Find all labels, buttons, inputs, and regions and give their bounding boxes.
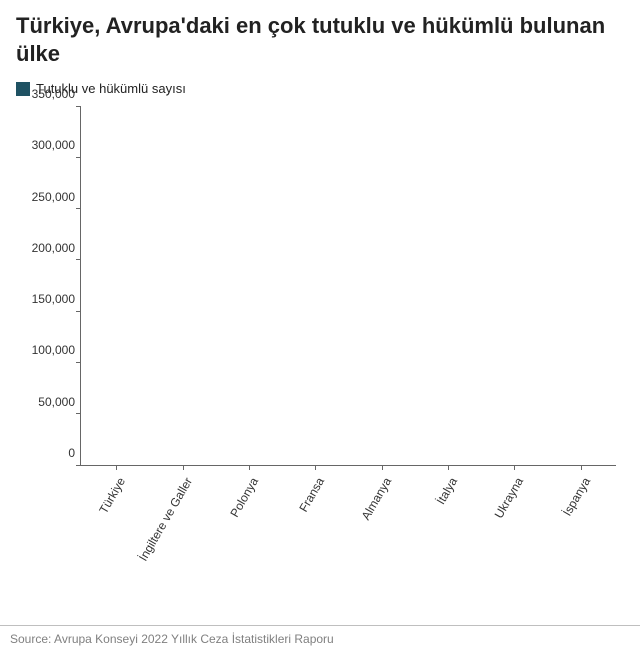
y-tick-mark [76, 311, 81, 312]
y-tick-mark [76, 259, 81, 260]
x-tick-mark [514, 465, 515, 470]
chart-title: Türkiye, Avrupa'daki en çok tutuklu ve h… [16, 12, 624, 67]
x-tick-label: Almanya [358, 475, 393, 522]
x-tick-label: Ukrayna [492, 475, 526, 521]
y-tick-mark [76, 208, 81, 209]
y-tick-label: 350,000 [17, 88, 75, 100]
y-tick-mark [76, 465, 81, 466]
y-tick-label: 200,000 [17, 242, 75, 254]
y-tick-label: 250,000 [17, 191, 75, 203]
y-tick-label: 50,000 [17, 396, 75, 408]
x-tick-label: İtalya [434, 475, 460, 507]
source-row: Source: Avrupa Konseyi 2022 Yıllık Ceza … [0, 625, 640, 646]
chart-area: Türkiyeİngiltere ve GallerPolonyaFransaA… [16, 106, 624, 546]
source-prefix: Source: [10, 632, 54, 646]
x-tick-mark [448, 465, 449, 470]
y-tick-mark [76, 413, 81, 414]
y-tick-label: 0 [17, 447, 75, 459]
x-tick-mark [249, 465, 250, 470]
y-tick-label: 300,000 [17, 139, 75, 151]
x-tick-label: İngiltere ve Galler [136, 475, 195, 563]
chart-page: Türkiye, Avrupa'daki en çok tutuklu ve h… [0, 0, 640, 652]
x-tick-label: Türkiye [97, 475, 129, 516]
source-text: Avrupa Konseyi 2022 Yıllık Ceza İstatist… [54, 632, 334, 646]
x-tick-mark [315, 465, 316, 470]
x-tick-mark [116, 465, 117, 470]
y-tick-label: 100,000 [17, 344, 75, 356]
x-tick-label: Fransa [297, 475, 328, 514]
x-tick-label: İspanya [560, 475, 593, 518]
x-tick-mark [382, 465, 383, 470]
y-tick-mark [76, 157, 81, 158]
bars-container: Türkiyeİngiltere ve GallerPolonyaFransaA… [81, 106, 616, 465]
x-tick-mark [581, 465, 582, 470]
y-tick-mark [76, 362, 81, 363]
y-tick-mark [76, 106, 81, 107]
legend: Tutuklu ve hükümlü sayısı [16, 81, 624, 96]
plot-area: Türkiyeİngiltere ve GallerPolonyaFransaA… [80, 106, 616, 466]
x-tick-mark [183, 465, 184, 470]
y-tick-label: 150,000 [17, 293, 75, 305]
x-tick-label: Polonya [227, 475, 261, 520]
